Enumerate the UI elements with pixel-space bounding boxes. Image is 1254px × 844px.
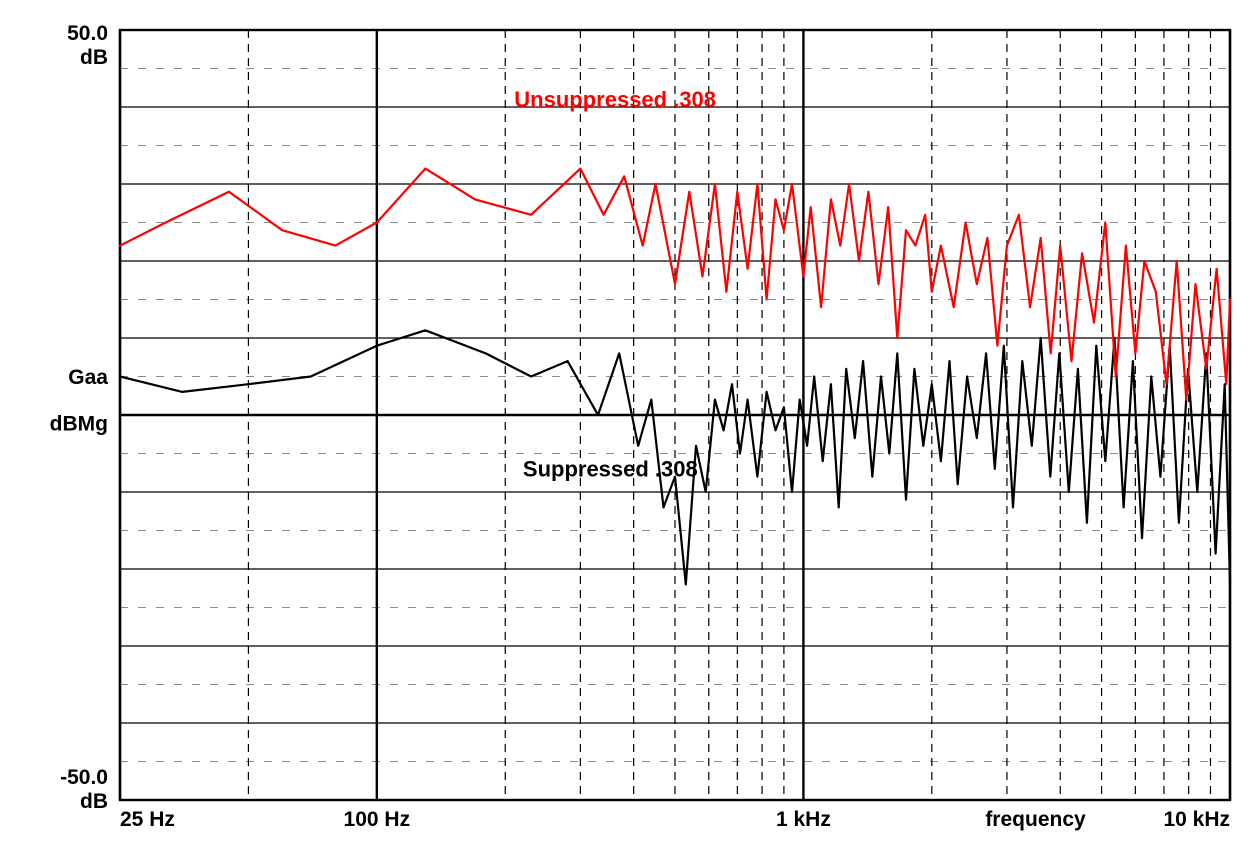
series-label-unsuppressed: Unsuppressed .308 <box>514 87 716 112</box>
y-bot-unit: dB <box>80 790 108 813</box>
x-tick-label: 10 kHz <box>1163 808 1230 831</box>
y-bot-value: -50.0 <box>60 766 108 789</box>
chart-svg: Unsuppressed .308 Suppressed .308 25 Hz 100… <box>0 0 1254 844</box>
x-tick-label: 25 Hz <box>120 808 175 831</box>
y-top-unit: dB <box>80 46 108 69</box>
y-top-value: 50.0 <box>67 22 108 45</box>
chart-container: Shooter's Sound Levels of .308 Rifle as … <box>0 0 1254 844</box>
y-mid-label-1: Gaa <box>68 366 108 389</box>
x-tick-label: 100 Hz <box>344 808 411 831</box>
x-tick-label: 1 kHz <box>776 808 831 831</box>
y-mid-label-2: dBMg <box>50 412 108 435</box>
x-axis-label: frequency <box>985 808 1086 831</box>
series-label-suppressed: Suppressed .308 <box>523 457 698 482</box>
